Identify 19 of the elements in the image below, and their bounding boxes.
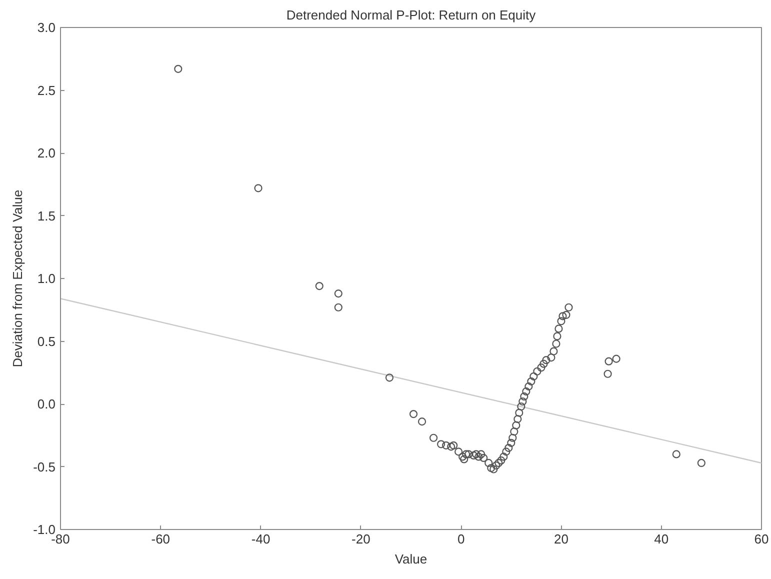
y-tick-label: 0.0 bbox=[37, 396, 56, 412]
y-tick-label: 3.0 bbox=[37, 20, 56, 35]
x-axis-title: Value bbox=[394, 552, 428, 566]
y-tick-label: 1.0 bbox=[37, 271, 56, 286]
chart-title: Detrended Normal P-Plot: Return on Equity bbox=[286, 8, 536, 22]
y-tick-label: -0.5 bbox=[33, 459, 56, 474]
x-tick-label: 0 bbox=[457, 532, 465, 546]
x-tick-label: 40 bbox=[654, 532, 669, 546]
x-tick-label: 20 bbox=[554, 532, 568, 546]
y-tick-label: 2.0 bbox=[37, 146, 56, 160]
x-tick-label: 60 bbox=[754, 532, 769, 546]
y-axis-title: Deviation from Expected Value bbox=[10, 190, 26, 368]
x-tick-label: -20 bbox=[352, 532, 370, 546]
y-tick-label: 0.5 bbox=[37, 334, 56, 349]
y-tick-label: -1.0 bbox=[33, 522, 56, 537]
x-tick-label: -60 bbox=[151, 532, 170, 546]
y-tick-label: 1.5 bbox=[37, 208, 56, 224]
y-tick-label: 2.5 bbox=[37, 82, 56, 98]
x-tick-label: -40 bbox=[251, 532, 270, 546]
